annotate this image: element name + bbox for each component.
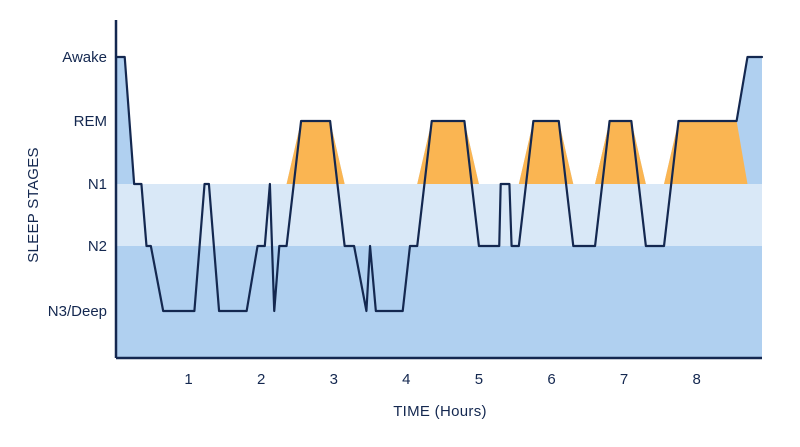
y-tick-label: N3/Deep [48, 303, 107, 320]
y-tick-label: N1 [88, 176, 107, 193]
stage-fills [116, 57, 762, 358]
x-tick-label: 7 [620, 371, 628, 388]
n2-deep-band-fill [116, 246, 762, 358]
rem-period-fill [417, 121, 479, 184]
y-tick-label: Awake [62, 49, 107, 66]
x-axis-title: TIME (Hours) [393, 403, 487, 420]
x-tick-label: 5 [475, 371, 483, 388]
y-tick-labels: N3/Deep N2 N1 REM Awake [48, 49, 107, 320]
x-tick-label: 3 [330, 371, 338, 388]
x-tick-label: 1 [184, 371, 192, 388]
rem-period-fill [286, 121, 345, 184]
x-tick-label: 6 [547, 371, 555, 388]
rem-period-fill [595, 121, 632, 184]
x-tick-labels: 1 2 3 4 5 6 7 8 [184, 371, 700, 388]
y-axis-title: SLEEP STAGES [25, 147, 42, 263]
y-tick-label: N2 [88, 238, 107, 255]
x-tick-label: 2 [257, 371, 265, 388]
x-tick-label: 8 [693, 371, 701, 388]
n1-band-fill [116, 184, 762, 246]
y-tick-label: REM [74, 113, 107, 130]
hypnogram-line [114, 55, 764, 313]
rem-period-fill [664, 121, 748, 184]
x-tick-label: 4 [402, 371, 410, 388]
